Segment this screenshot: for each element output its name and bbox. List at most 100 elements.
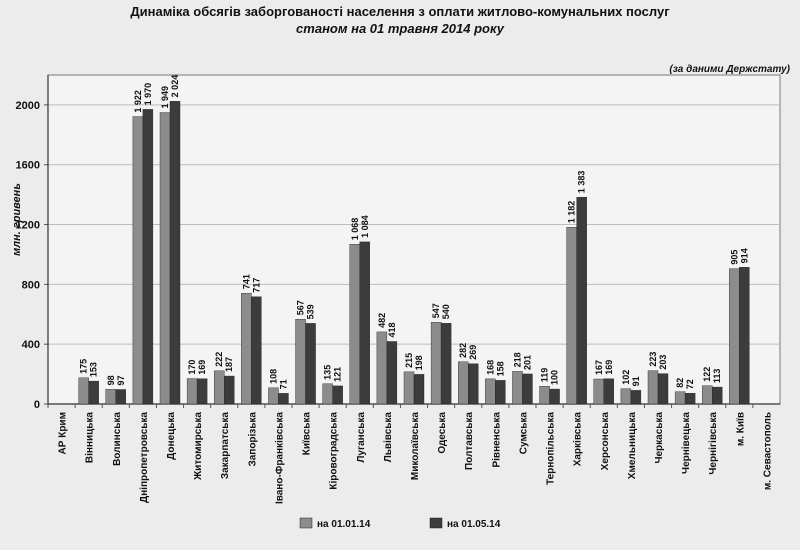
y-tick-label: 1600 — [16, 160, 40, 172]
data-label: 222 — [214, 352, 224, 367]
bar — [105, 389, 116, 405]
data-label: 215 — [404, 353, 414, 368]
data-label: 418 — [387, 322, 397, 337]
bar — [468, 363, 479, 405]
bar — [495, 380, 506, 405]
category-label: Львівська — [383, 412, 394, 463]
category-label: Закарпатська — [220, 412, 231, 480]
legend-label: на 01.05.14 — [447, 519, 501, 530]
bar — [214, 370, 225, 405]
data-label: 1 182 — [567, 201, 577, 224]
data-label: 121 — [333, 367, 343, 382]
category-label: Тернопільська — [546, 412, 557, 485]
data-label: 71 — [278, 379, 288, 389]
category-label: Черкаська — [654, 412, 665, 464]
bar — [702, 385, 713, 405]
data-label: 198 — [414, 355, 424, 370]
data-label: 175 — [79, 359, 89, 374]
data-label: 113 — [712, 369, 722, 384]
data-label: 1 084 — [360, 215, 370, 238]
data-label: 2 024 — [170, 75, 180, 98]
data-label: 135 — [323, 365, 333, 380]
legend-label: на 01.01.14 — [317, 519, 371, 530]
data-label: 201 — [522, 355, 532, 370]
category-label: Хмельницька — [627, 412, 638, 480]
data-label: 100 — [550, 370, 560, 385]
data-label: 72 — [685, 379, 695, 389]
bar — [78, 377, 89, 405]
bar — [576, 196, 587, 405]
y-tick-label: 0 — [34, 399, 40, 411]
category-label: Херсонська — [600, 412, 611, 471]
bar — [305, 323, 316, 405]
bar — [684, 393, 696, 405]
category-label: Донецька — [166, 412, 177, 460]
category-label: Івано-Франківська — [274, 412, 285, 504]
category-label: Дніпропетровська — [139, 412, 150, 503]
category-label: м. Севастополь — [762, 412, 773, 490]
data-label: 119 — [540, 368, 550, 383]
bar — [386, 341, 398, 405]
category-label: Чернівецька — [681, 412, 692, 474]
category-label: Запорізька — [247, 412, 258, 467]
data-label: 91 — [631, 376, 641, 386]
bar — [413, 374, 425, 405]
data-label: 82 — [675, 378, 685, 388]
y-tick-label: 400 — [22, 339, 40, 351]
category-label: Вінницька — [85, 412, 96, 464]
category-label: Чернігівська — [708, 412, 719, 475]
data-label: 1 068 — [350, 218, 360, 241]
bar — [241, 292, 252, 405]
data-label: 167 — [594, 360, 604, 375]
data-label: 170 — [187, 360, 197, 375]
data-label: 168 — [485, 360, 495, 375]
bar — [332, 385, 343, 405]
bar — [739, 267, 750, 405]
category-label: Харківська — [573, 412, 584, 467]
data-label: 102 — [621, 370, 631, 385]
data-label: 158 — [495, 361, 505, 376]
bar — [647, 370, 659, 405]
bar — [251, 296, 262, 405]
category-label: Сумська — [518, 412, 529, 455]
bar — [512, 371, 523, 405]
category-label: Житомирська — [193, 412, 204, 481]
data-label: 547 — [431, 303, 441, 318]
category-label: Миколаївська — [410, 412, 421, 481]
data-label: 905 — [729, 250, 739, 265]
bar — [430, 321, 442, 405]
data-label: 540 — [441, 304, 451, 319]
legend-swatch — [429, 517, 443, 529]
bar — [349, 244, 360, 405]
category-label: Київська — [302, 412, 313, 456]
bar — [359, 241, 370, 405]
bar — [729, 268, 740, 405]
chart-subtitle: станом на 01 травня 2014 року — [296, 21, 504, 36]
bar — [403, 371, 415, 405]
data-label: 169 — [604, 360, 614, 375]
bar — [539, 386, 550, 405]
bar — [485, 378, 496, 405]
category-label: Кіровоградська — [329, 412, 340, 490]
category-label: Луганська — [356, 412, 367, 463]
category-label: АР Крим — [58, 412, 69, 454]
bar — [142, 109, 154, 405]
y-tick-label: 800 — [22, 279, 40, 291]
category-label: Рівненська — [491, 412, 502, 468]
bar — [440, 323, 452, 405]
source-note: (за даними Держстату) — [669, 64, 790, 75]
bar — [712, 386, 723, 405]
data-label: 218 — [512, 352, 522, 367]
data-label: 1 383 — [577, 171, 587, 194]
bar — [657, 373, 669, 405]
data-label: 1 970 — [143, 83, 153, 106]
data-label: 122 — [702, 367, 712, 382]
bar — [549, 388, 560, 405]
data-label: 187 — [224, 357, 234, 372]
bar — [620, 388, 632, 405]
bar — [88, 380, 99, 405]
bar — [115, 389, 126, 405]
category-label: Волинська — [112, 412, 123, 466]
legend-swatch — [299, 517, 313, 529]
